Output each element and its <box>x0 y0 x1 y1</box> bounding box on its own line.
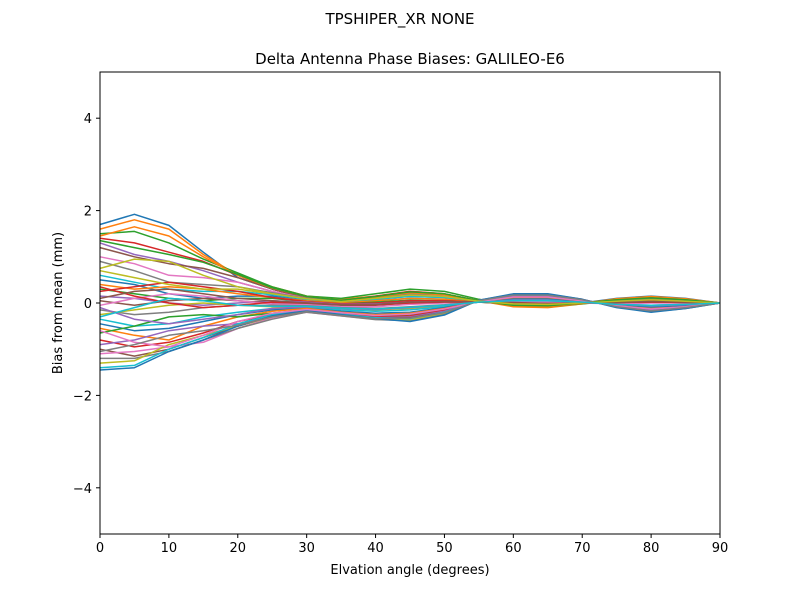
series-line-36 <box>99 288 721 306</box>
x-axis-ticks: 0 10 20 30 40 50 60 70 80 90 <box>96 534 728 556</box>
x-tick-label: 80 <box>643 541 660 556</box>
figure-suptitle: TPSHIPER_XR NONE <box>324 10 474 29</box>
y-tick-label: 0 <box>84 297 92 312</box>
y-tick-label: 2 <box>84 205 92 220</box>
x-tick-label: 10 <box>161 541 178 556</box>
x-tick-label: 40 <box>367 541 384 556</box>
y-tick-label: −2 <box>73 389 92 404</box>
x-tick-label: 90 <box>712 541 729 556</box>
x-tick-label: 60 <box>505 541 522 556</box>
y-tick-label: −4 <box>73 482 92 497</box>
x-tick-label: 30 <box>298 541 315 556</box>
x-tick-label: 50 <box>436 541 453 556</box>
y-axis-ticks: −4 −2 0 2 4 <box>73 112 100 497</box>
x-axis-label: Elvation angle (degrees) <box>330 563 489 578</box>
plot-area <box>99 71 721 535</box>
series-line-33 <box>99 239 721 307</box>
x-tick-label: 70 <box>574 541 591 556</box>
series-line-32 <box>99 226 721 308</box>
y-axis-label: Bias from mean (mm) <box>51 232 66 374</box>
series-line-37 <box>99 296 721 348</box>
series-line-38 <box>99 294 721 353</box>
series-line-40 <box>99 297 721 318</box>
series-line-39 <box>99 269 721 306</box>
y-tick-label: 4 <box>84 112 92 127</box>
chart-title: Delta Antenna Phase Biases: GALILEO-E6 <box>255 50 565 68</box>
series-lines <box>99 213 721 371</box>
x-tick-label: 20 <box>230 541 247 556</box>
series-line-31 <box>99 293 721 371</box>
x-tick-label: 0 <box>96 541 104 556</box>
